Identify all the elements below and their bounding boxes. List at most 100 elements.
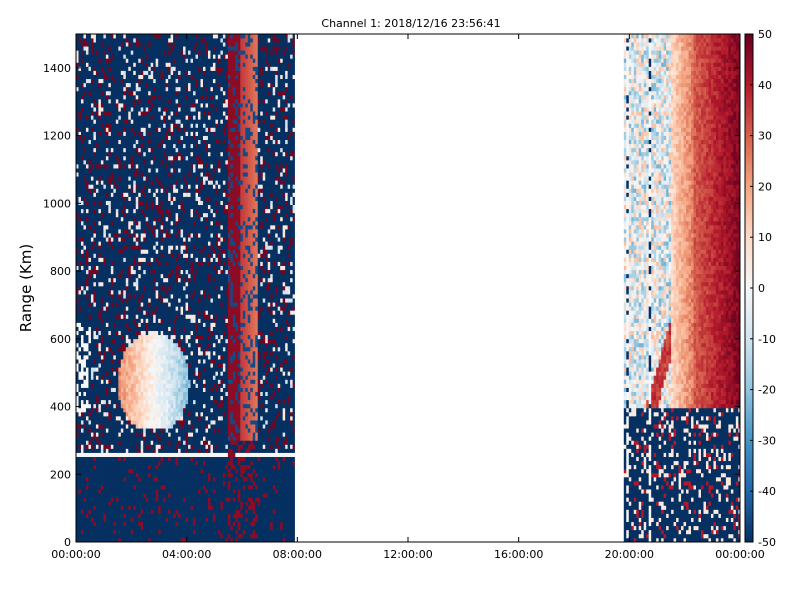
- heatmap-cell: [150, 444, 154, 449]
- heatmap-cell: [93, 420, 97, 425]
- heatmap-cell: [103, 200, 107, 206]
- heatmap-cell: [133, 436, 137, 441]
- heatmap-cell: [133, 367, 137, 372]
- heatmap-cell: [163, 269, 166, 275]
- heatmap-cell: [148, 387, 152, 392]
- heatmap-cell: [125, 127, 129, 132]
- heatmap-cell: [113, 94, 117, 100]
- heatmap-cell: [88, 94, 92, 100]
- heatmap-cell: [100, 200, 104, 206]
- heatmap-cell: [115, 497, 119, 502]
- heatmap-cell: [148, 90, 152, 96]
- heatmap-cell: [138, 78, 142, 84]
- heatmap-cell: [83, 399, 87, 405]
- heatmap-cell: [173, 399, 176, 405]
- heatmap-cell: [95, 371, 99, 376]
- heatmap-cell: [90, 220, 94, 226]
- heatmap-cell: [173, 367, 176, 372]
- heatmap-cell: [160, 42, 164, 47]
- heatmap-cell: [85, 464, 89, 470]
- heatmap-cell: [83, 123, 87, 128]
- heatmap-cell: [125, 355, 129, 360]
- heatmap-cell: [135, 346, 139, 352]
- heatmap-cell: [140, 521, 144, 527]
- heatmap-cell: [138, 135, 142, 141]
- heatmap-cell: [173, 229, 176, 234]
- heatmap-cell: [130, 355, 134, 360]
- heatmap-cell: [88, 273, 92, 279]
- heatmap-cell: [133, 424, 137, 429]
- heatmap-cell: [138, 350, 142, 356]
- heatmap-cell: [155, 513, 159, 518]
- heatmap-cell: [110, 525, 114, 531]
- heatmap-cell: [120, 151, 124, 157]
- heatmap-cell: [83, 407, 87, 413]
- heatmap-cell: [153, 411, 157, 417]
- heatmap-cell: [93, 216, 97, 222]
- heatmap-cell: [110, 204, 114, 210]
- heatmap-cell: [150, 38, 154, 43]
- heatmap-cell: [110, 290, 114, 295]
- heatmap-cell: [153, 448, 157, 453]
- heatmap-cell: [110, 395, 114, 401]
- heatmap-cell: [90, 66, 94, 71]
- heatmap-cell: [133, 314, 137, 319]
- heatmap-cell: [158, 220, 162, 226]
- heatmap-cell: [163, 200, 166, 206]
- heatmap-cell: [120, 359, 124, 364]
- heatmap-cell: [125, 216, 129, 222]
- heatmap-cell: [123, 350, 127, 356]
- heatmap-cell: [76, 103, 79, 108]
- heatmap-cell: [143, 424, 147, 429]
- heatmap-cell: [158, 501, 162, 506]
- heatmap-cell: [80, 131, 84, 136]
- heatmap-cell: [143, 367, 147, 372]
- heatmap-cell: [115, 46, 119, 51]
- heatmap-cell: [153, 103, 157, 108]
- heatmap-cell: [98, 448, 102, 453]
- heatmap-cell: [118, 50, 122, 55]
- heatmap-cell: [128, 472, 132, 478]
- heatmap-cell: [90, 229, 94, 234]
- heatmap-cell: [140, 172, 144, 177]
- heatmap-cell: [80, 342, 84, 348]
- heatmap-cell: [98, 273, 102, 279]
- heatmap-cell: [88, 436, 92, 441]
- heatmap-cell: [105, 151, 109, 157]
- heatmap-cell: [145, 448, 149, 453]
- heatmap-cell: [118, 314, 122, 319]
- heatmap-cell: [100, 164, 104, 169]
- heatmap-cell: [130, 509, 134, 514]
- heatmap-cell: [130, 411, 134, 417]
- heatmap-cell: [145, 363, 149, 368]
- heatmap-cell: [150, 501, 154, 506]
- heatmap-cell: [88, 448, 92, 453]
- heatmap-cell: [76, 521, 79, 527]
- heatmap-cell: [83, 50, 87, 55]
- heatmap-cell: [145, 464, 149, 470]
- heatmap-cell: [100, 350, 104, 356]
- heatmap-cell: [143, 363, 147, 368]
- heatmap-cell: [100, 509, 104, 514]
- heatmap-cell: [90, 131, 94, 136]
- heatmap-cell: [128, 334, 132, 340]
- heatmap-cell: [93, 436, 97, 441]
- heatmap-cell: [113, 318, 117, 323]
- heatmap-cell: [103, 383, 107, 388]
- heatmap-cell: [93, 131, 97, 136]
- heatmap-cell: [125, 379, 129, 384]
- heatmap-cell: [110, 66, 114, 71]
- heatmap-cell: [95, 74, 99, 80]
- heatmap-cell: [95, 82, 99, 88]
- heatmap-cell: [155, 525, 159, 531]
- heatmap-cell: [155, 395, 159, 401]
- heatmap-cell: [88, 277, 92, 283]
- heatmap-cell: [145, 103, 149, 108]
- heatmap-cell: [110, 411, 114, 417]
- heatmap-cell: [128, 273, 132, 279]
- heatmap-cell: [170, 58, 174, 63]
- heatmap-cell: [88, 338, 92, 344]
- heatmap-cell: [103, 107, 107, 112]
- heatmap-cell: [115, 257, 119, 262]
- heatmap-cell: [76, 107, 79, 112]
